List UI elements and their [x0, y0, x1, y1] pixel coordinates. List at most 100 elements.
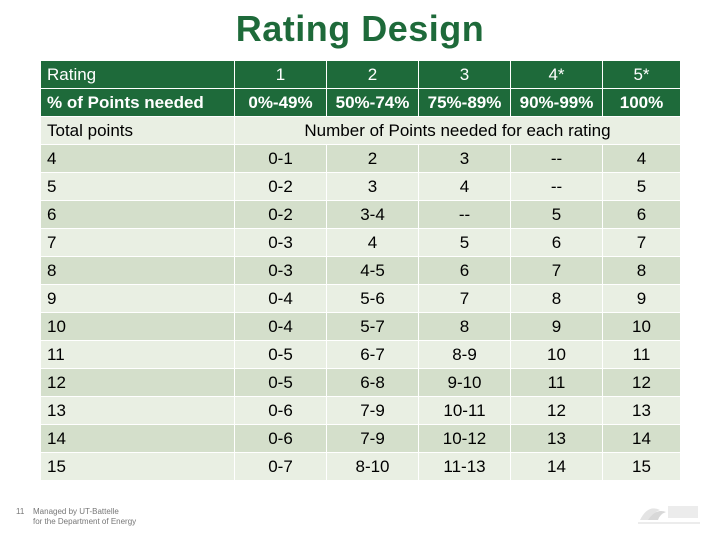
points-range-cell: --: [418, 200, 511, 229]
points-range-cell: 3: [418, 144, 511, 173]
points-range-cell: 7: [510, 256, 603, 285]
points-range-cell: 4: [418, 172, 511, 201]
rating-col-4: 4*: [510, 60, 603, 89]
points-range-cell: 10: [602, 312, 681, 341]
points-range-cell: 9: [510, 312, 603, 341]
managed-by-line-2: for the Department of Energy: [33, 517, 137, 526]
total-points-cell: 7: [40, 228, 235, 257]
rating-col-2: 2: [326, 60, 419, 89]
rating-header-row: Rating 1 2 3 4* 5*: [40, 60, 681, 89]
points-range-cell: 0-3: [234, 256, 327, 285]
table-row: 10 0-4 5-7 8 9 10: [40, 312, 681, 341]
total-points-cell: 10: [40, 312, 235, 341]
points-range-cell: 13: [602, 396, 681, 425]
table-row: 12 0-5 6-8 9-10 11 12: [40, 368, 681, 397]
total-points-cell: 13: [40, 396, 235, 425]
points-range-cell: 5-6: [326, 284, 419, 313]
points-range-cell: 8-10: [326, 452, 419, 481]
table-row: 6 0-2 3-4 -- 5 6: [40, 200, 681, 229]
points-range-cell: 0-6: [234, 424, 327, 453]
points-range-cell: 5: [510, 200, 603, 229]
rating-col-1: 1: [234, 60, 327, 89]
points-range-cell: 0-3: [234, 228, 327, 257]
points-range-cell: 5: [602, 172, 681, 201]
page-number: 11: [16, 507, 25, 516]
points-range-cell: 10: [510, 340, 603, 369]
rating-label: Rating: [40, 60, 235, 89]
rating-table: Rating 1 2 3 4* 5* % of Points needed 0%…: [40, 60, 681, 481]
points-range-cell: 13: [510, 424, 603, 453]
points-range-cell: 9-10: [418, 368, 511, 397]
points-range-cell: 7-9: [326, 396, 419, 425]
points-range-cell: --: [510, 172, 603, 201]
total-points-cell: 6: [40, 200, 235, 229]
points-range-cell: 0-4: [234, 312, 327, 341]
page-title: Rating Design: [235, 8, 485, 49]
total-points-label: Total points: [40, 116, 235, 145]
table-row: 13 0-6 7-9 10-11 12 13: [40, 396, 681, 425]
percent-col-5: 100%: [602, 88, 681, 117]
points-range-cell: 6: [418, 256, 511, 285]
total-points-cell: 9: [40, 284, 235, 313]
points-range-cell: 14: [602, 424, 681, 453]
table-row: 5 0-2 3 4 -- 5: [40, 172, 681, 201]
points-range-cell: 10-12: [418, 424, 511, 453]
percent-col-3: 75%-89%: [418, 88, 511, 117]
points-range-cell: 0-2: [234, 200, 327, 229]
points-range-cell: 11-13: [418, 452, 511, 481]
managed-by-line-1: Managed by UT-Battelle: [33, 507, 119, 516]
points-range-cell: 5: [418, 228, 511, 257]
points-range-cell: --: [510, 144, 603, 173]
managed-by-text: Managed by UT-Battelle for the Departmen…: [33, 507, 136, 527]
table-row: 14 0-6 7-9 10-12 13 14: [40, 424, 681, 453]
percent-col-4: 90%-99%: [510, 88, 603, 117]
points-range-cell: 7: [418, 284, 511, 313]
points-range-cell: 9: [602, 284, 681, 313]
points-range-cell: 12: [602, 368, 681, 397]
points-range-cell: 11: [602, 340, 681, 369]
points-needed-label: Number of Points needed for each rating: [234, 116, 681, 145]
table-row: 7 0-3 4 5 6 7: [40, 228, 681, 257]
total-points-cell: 11: [40, 340, 235, 369]
table-row: 15 0-7 8-10 11-13 14 15: [40, 452, 681, 481]
points-range-cell: 5-7: [326, 312, 419, 341]
points-range-cell: 7: [602, 228, 681, 257]
table-row: 9 0-4 5-6 7 8 9: [40, 284, 681, 313]
points-range-cell: 0-2: [234, 172, 327, 201]
points-range-cell: 0-1: [234, 144, 327, 173]
total-points-cell: 5: [40, 172, 235, 201]
percent-col-1: 0%-49%: [234, 88, 327, 117]
table-row: 11 0-5 6-7 8-9 10 11: [40, 340, 681, 369]
table-row: 8 0-3 4-5 6 7 8: [40, 256, 681, 285]
table-row: 4 0-1 2 3 -- 4: [40, 144, 681, 173]
total-points-cell: 8: [40, 256, 235, 285]
points-range-cell: 10-11: [418, 396, 511, 425]
total-points-cell: 12: [40, 368, 235, 397]
points-range-cell: 0-5: [234, 340, 327, 369]
points-range-cell: 14: [510, 452, 603, 481]
percent-label: % of Points needed: [40, 88, 235, 117]
points-range-cell: 8: [602, 256, 681, 285]
percent-header-row: % of Points needed 0%-49% 50%-74% 75%-89…: [40, 88, 681, 117]
points-range-cell: 0-7: [234, 452, 327, 481]
points-range-cell: 6: [602, 200, 681, 229]
rating-col-3: 3: [418, 60, 511, 89]
points-range-cell: 0-4: [234, 284, 327, 313]
points-range-cell: 4: [602, 144, 681, 173]
points-range-cell: 15: [602, 452, 681, 481]
oak-ridge-logo-icon: [638, 506, 700, 524]
points-range-cell: 4-5: [326, 256, 419, 285]
points-range-cell: 3: [326, 172, 419, 201]
total-points-cell: 15: [40, 452, 235, 481]
points-range-cell: 0-6: [234, 396, 327, 425]
points-range-cell: 8-9: [418, 340, 511, 369]
points-range-cell: 8: [418, 312, 511, 341]
points-range-cell: 6-7: [326, 340, 419, 369]
points-range-cell: 11: [510, 368, 603, 397]
points-range-cell: 0-5: [234, 368, 327, 397]
percent-col-2: 50%-74%: [326, 88, 419, 117]
points-range-cell: 2: [326, 144, 419, 173]
total-points-cell: 14: [40, 424, 235, 453]
points-range-cell: 3-4: [326, 200, 419, 229]
points-range-cell: 4: [326, 228, 419, 257]
